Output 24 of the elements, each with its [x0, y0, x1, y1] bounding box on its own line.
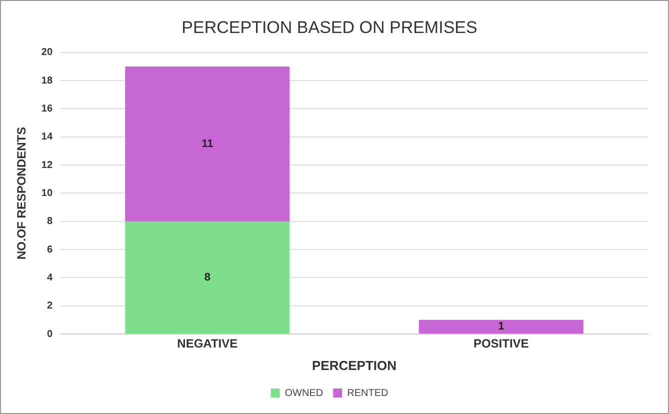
chart-title: PERCEPTION BASED ON PREMISES — [182, 18, 478, 37]
bar — [418, 320, 584, 334]
bar — [125, 66, 290, 222]
y-tick-label: 10 — [41, 188, 53, 199]
y-tick-label: 8 — [46, 216, 53, 228]
data-label: 1 — [498, 320, 504, 333]
bar — [125, 221, 290, 334]
y-tick-label: 6 — [46, 244, 53, 256]
y-tick-label: 20 — [41, 47, 53, 58]
y-tick-label: 4 — [46, 272, 53, 284]
y-tick-label: 12 — [41, 160, 53, 171]
legend-label: OWNED — [284, 388, 324, 399]
y-tick-label: 2 — [46, 300, 53, 312]
y-tick-label: 14 — [41, 132, 53, 143]
data-label: 8 — [204, 271, 210, 284]
y-tick-label: 0 — [46, 328, 53, 340]
y-tick-label: 16 — [41, 103, 53, 114]
data-label: 11 — [202, 138, 214, 150]
legend-label: RENTED — [347, 388, 388, 399]
x-tick-label: POSITIVE — [473, 336, 529, 351]
x-axis-title: PERCEPTION — [312, 358, 397, 373]
x-tick-label: NEGATIVE — [177, 336, 238, 351]
y-tick-label: 18 — [41, 75, 53, 86]
y-axis-title: NO.OF RESPONDENTS — [14, 126, 29, 260]
